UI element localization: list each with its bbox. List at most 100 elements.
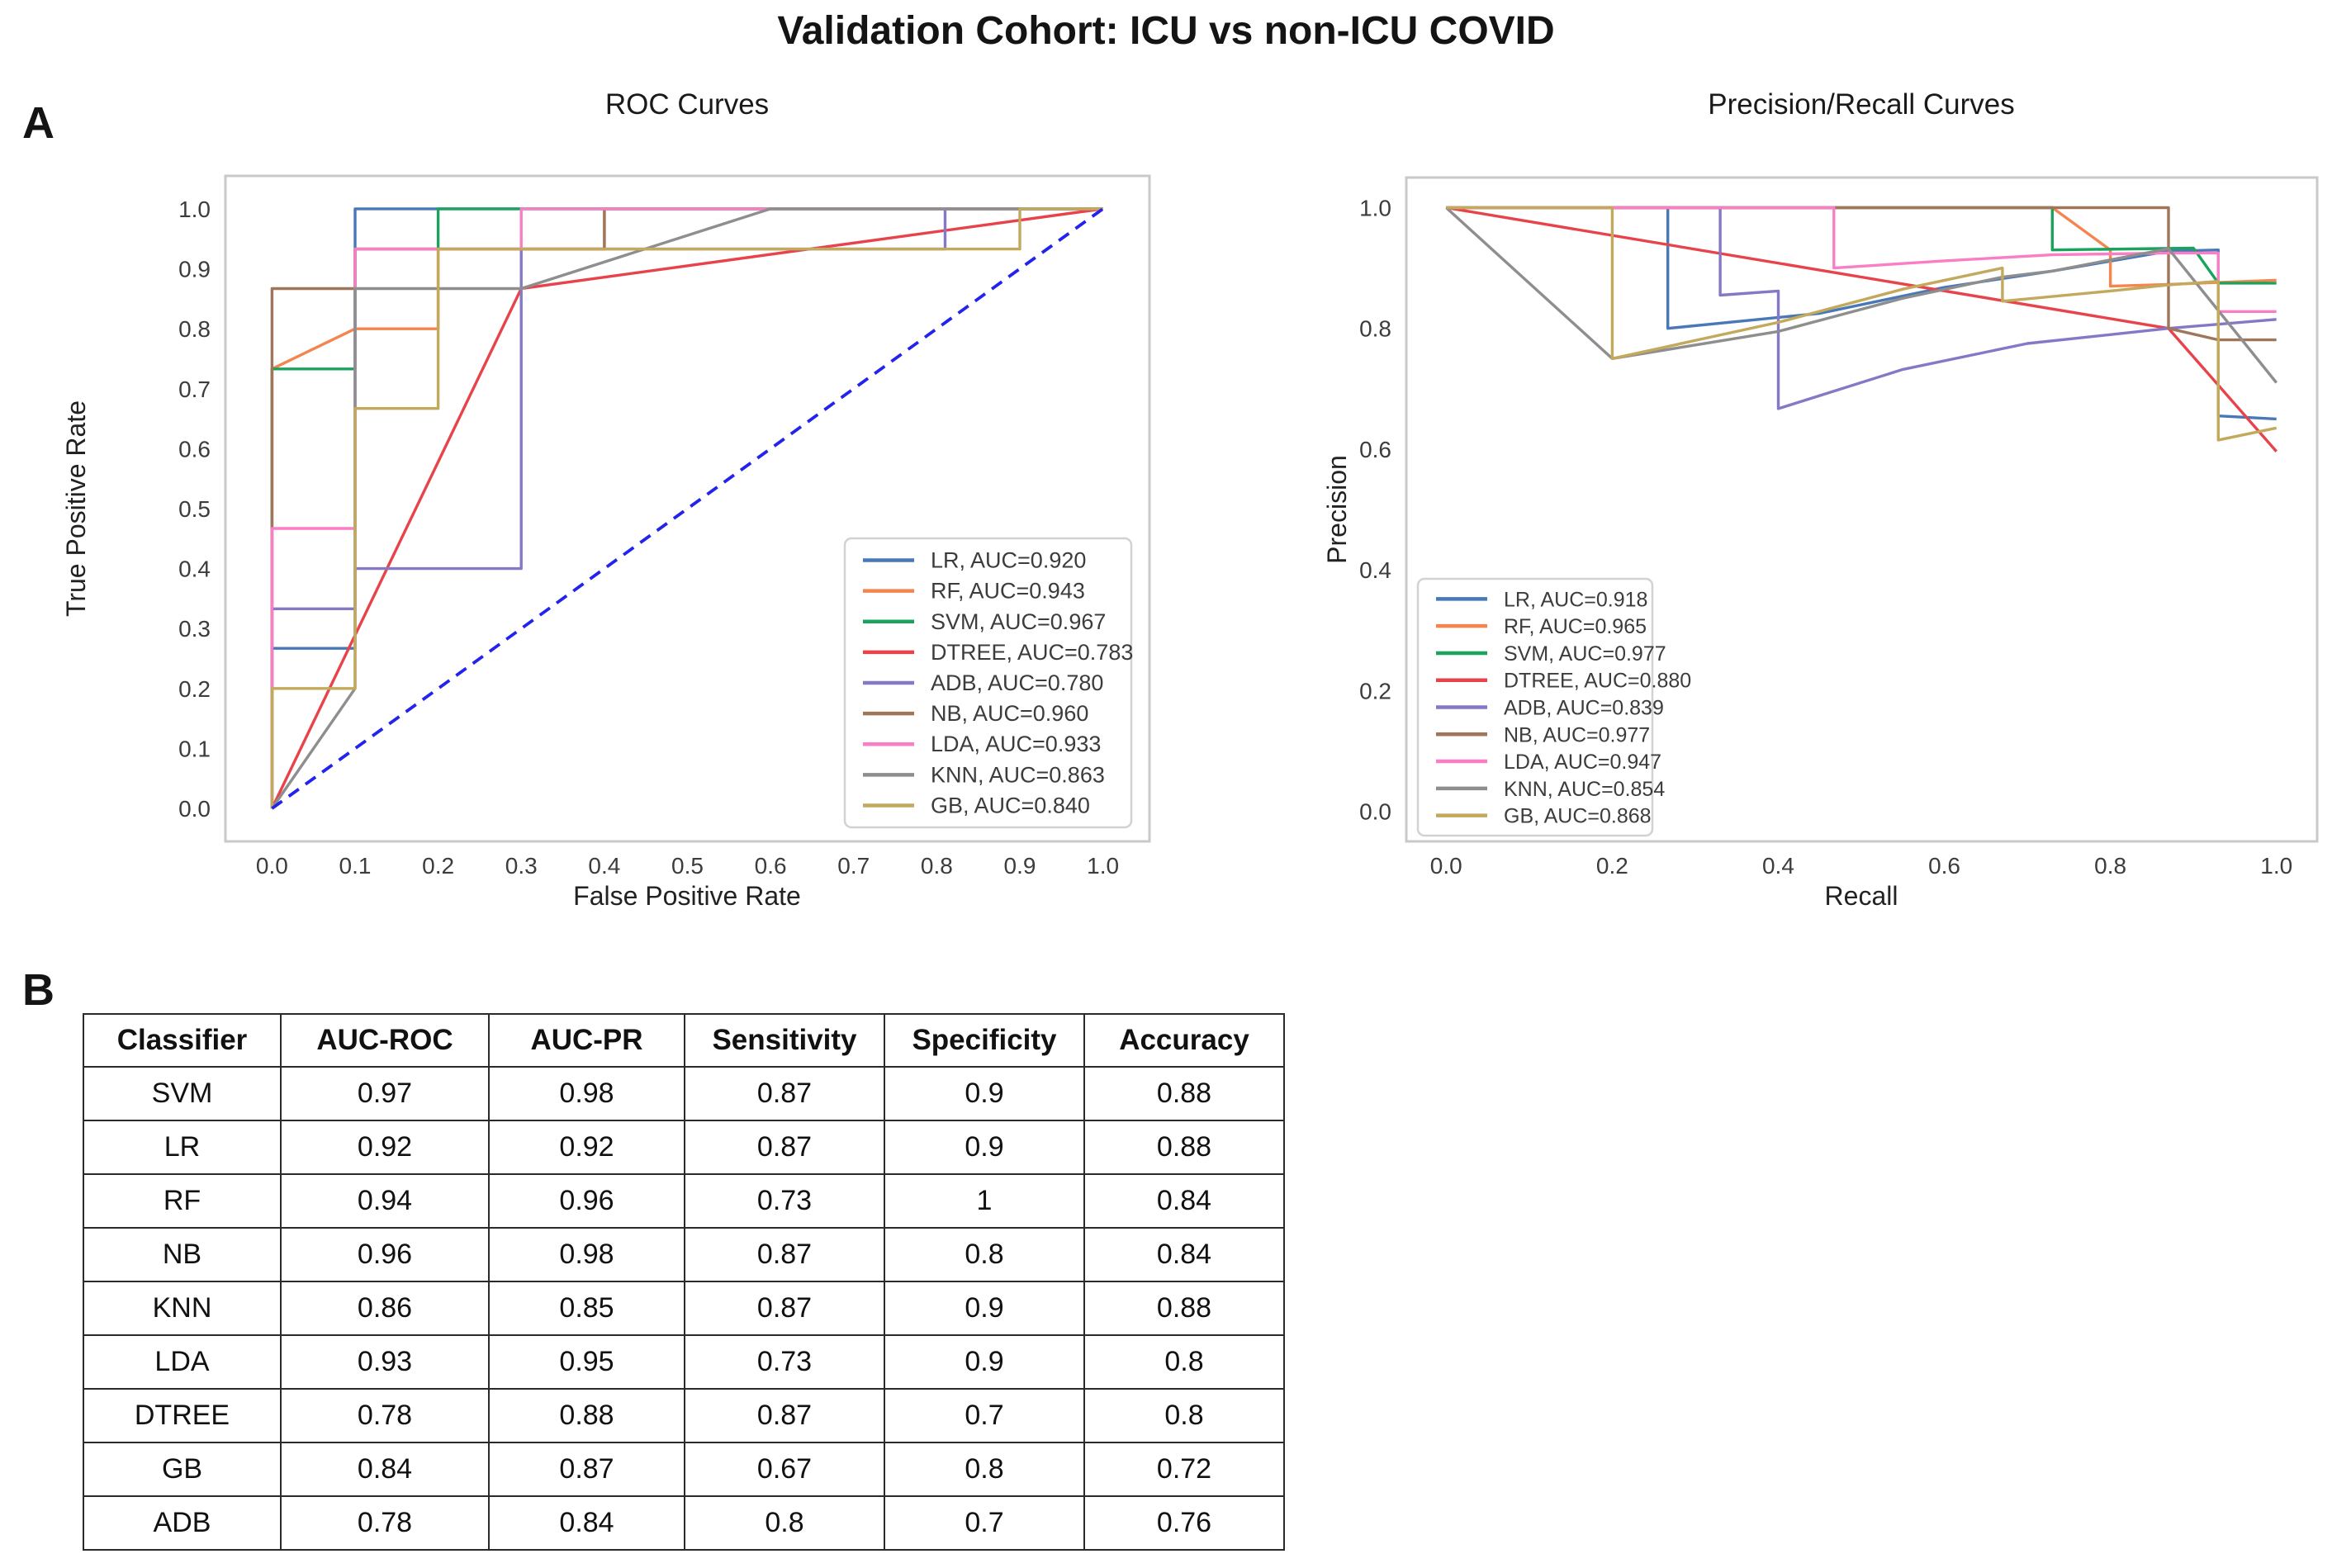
- table-cell: 0.84: [1083, 1227, 1285, 1282]
- roc-y-tick-label: 0.9: [178, 257, 211, 282]
- table-cell: 0.9: [884, 1120, 1085, 1175]
- roc-x-tick-label: 0.5: [671, 853, 704, 879]
- table-cell: 0.87: [684, 1281, 885, 1336]
- table-row: LR 0.92 0.92 0.87 0.9 0.88: [83, 1120, 1285, 1175]
- table-cell: 0.9: [884, 1281, 1085, 1336]
- roc-legend-label-LDA: LDA, AUC=0.933: [931, 732, 1101, 756]
- roc-series-chance: [271, 207, 1104, 810]
- pr-legend-label-KNN: KNN, AUC=0.854: [1504, 778, 1665, 801]
- table-cell: 0.84: [488, 1495, 685, 1551]
- roc-y-tick-label: 0.3: [178, 616, 211, 642]
- table-cell: 0.8: [1083, 1388, 1285, 1443]
- table-cell: GB: [83, 1442, 282, 1497]
- roc-x-tick-label: 0.6: [755, 853, 787, 879]
- table-cell: 0.87: [684, 1227, 885, 1282]
- roc-x-tick-label: 0.4: [588, 853, 620, 879]
- table-cell: 0.7: [884, 1388, 1085, 1443]
- table-row: SVM 0.97 0.98 0.87 0.9 0.88: [83, 1066, 1285, 1121]
- table-cell: 0.76: [1083, 1495, 1285, 1551]
- table-cell: 0.67: [684, 1442, 885, 1497]
- table-cell: 0.88: [488, 1388, 685, 1443]
- roc-legend-label-SVM: SVM, AUC=0.967: [931, 609, 1106, 634]
- table-cell: 0.88: [1083, 1066, 1285, 1121]
- table-cell: ADB: [83, 1495, 282, 1551]
- roc-legend-box: [843, 537, 1133, 829]
- roc-legend-label-LR: LR, AUC=0.920: [931, 548, 1086, 573]
- pr-y-tick-label: 0.8: [1359, 316, 1391, 342]
- table-cell: 0.97: [280, 1066, 490, 1121]
- roc-x-tick-label: 0.7: [837, 853, 870, 879]
- table-row: LDA 0.93 0.95 0.73 0.9 0.8: [83, 1334, 1285, 1390]
- table-cell: 0.84: [280, 1442, 490, 1497]
- table-header-cell: Classifier: [83, 1013, 282, 1068]
- pr-legend-label-SVM: SVM, AUC=0.977: [1504, 642, 1666, 666]
- table-header-row: Classifier AUC-ROC AUC-PR Sensitivity Specif…: [83, 1013, 1285, 1068]
- pr-y-tick-label: 0.0: [1359, 798, 1391, 824]
- pr-x-tick-label: 0.6: [1928, 853, 1960, 879]
- table-header-cell: Specificity: [884, 1013, 1085, 1068]
- roc-y-axis-label: True Positive Rate: [61, 400, 91, 617]
- pr-x-tick-label: 0.8: [2094, 853, 2126, 879]
- table-row: GB 0.84 0.87 0.67 0.8 0.72: [83, 1442, 1285, 1497]
- roc-legend-label-DTREE: DTREE, AUC=0.783: [931, 640, 1133, 665]
- roc-legend-label-ADB: ADB, AUC=0.780: [931, 670, 1103, 695]
- pr-series-ADB: [1446, 206, 2277, 410]
- pr-x-tick-label: 0.2: [1596, 853, 1628, 879]
- table-cell: SVM: [83, 1066, 282, 1121]
- table-cell: 0.92: [488, 1120, 685, 1175]
- table-row: ADB 0.78 0.84 0.8 0.7 0.76: [83, 1495, 1285, 1551]
- table-cell: 0.9: [884, 1066, 1085, 1121]
- table-cell: 0.8: [684, 1495, 885, 1551]
- table-cell: 0.96: [488, 1173, 685, 1229]
- table-cell: 0.88: [1083, 1120, 1285, 1175]
- table-row: RF 0.94 0.96 0.73 1 0.84: [83, 1173, 1285, 1229]
- pr-x-tick-label: 1.0: [2260, 853, 2292, 879]
- charts-canvas: ROC Curves False Positive Rate True Positi…: [61, 88, 2319, 911]
- metrics-table: Classifier AUC-ROC AUC-PR Sensitivity Specif…: [83, 1013, 1285, 1551]
- pr-series-GB: [1446, 206, 2277, 442]
- figure-title: Validation Cohort: ICU vs non-ICU COVID: [777, 9, 1555, 53]
- pr-legend-label-LDA: LDA, AUC=0.947: [1504, 751, 1661, 774]
- pr-y-tick-label: 1.0: [1359, 196, 1391, 221]
- table-cell: 0.94: [280, 1173, 490, 1229]
- pr-series-NB: [1446, 206, 2277, 342]
- roc-y-tick-label: 0.1: [178, 736, 211, 761]
- table-cell: 0.9: [884, 1334, 1085, 1390]
- roc-y-tick-label: 0.0: [178, 796, 211, 822]
- roc-x-tick-label: 0.1: [339, 853, 372, 879]
- roc-x-tick-label: 0.8: [921, 853, 953, 879]
- roc-legend-label-KNN: KNN, AUC=0.863: [931, 762, 1105, 787]
- roc-x-tick-label: 0.0: [256, 853, 288, 879]
- roc-x-tick-label: 1.0: [1087, 853, 1119, 879]
- table-cell: KNN: [83, 1281, 282, 1336]
- table-cell: 0.73: [684, 1173, 885, 1229]
- pr-legend-label-ADB: ADB, AUC=0.839: [1504, 697, 1664, 720]
- table-cell: 0.98: [488, 1066, 685, 1121]
- table-cell: LDA: [83, 1334, 282, 1390]
- table-cell: 0.7: [884, 1495, 1085, 1551]
- table-cell: 0.73: [684, 1334, 885, 1390]
- table-cell: 0.98: [488, 1227, 685, 1282]
- roc-x-axis-label: False Positive Rate: [573, 881, 801, 911]
- table-cell: 0.92: [280, 1120, 490, 1175]
- table-cell: 0.8: [1083, 1334, 1285, 1390]
- table-header-cell: AUC-ROC: [280, 1013, 490, 1068]
- table-cell: 0.85: [488, 1281, 685, 1336]
- roc-legend-label-GB: GB, AUC=0.840: [931, 793, 1090, 817]
- pr-y-tick-label: 0.2: [1359, 678, 1391, 703]
- table-cell: 0.78: [280, 1388, 490, 1443]
- table-header-cell: Sensitivity: [684, 1013, 885, 1068]
- pr-legend-label-LR: LR, AUC=0.918: [1504, 588, 1647, 611]
- table-row: NB 0.96 0.98 0.87 0.8 0.84: [83, 1227, 1285, 1282]
- roc-series-ADB: [270, 207, 1103, 809]
- table-cell: 0.87: [684, 1120, 885, 1175]
- pr-legend-label-GB: GB, AUC=0.868: [1504, 805, 1652, 828]
- roc-y-tick-label: 0.7: [178, 377, 211, 402]
- roc-series-LDA: [270, 207, 1103, 809]
- table-header-cell: AUC-PR: [488, 1013, 685, 1068]
- roc-y-tick-label: 0.8: [178, 316, 211, 342]
- pr-x-tick-label: 0.0: [1430, 853, 1462, 879]
- panel-b-label: B: [22, 965, 55, 1015]
- panel-a-label: A: [22, 98, 55, 148]
